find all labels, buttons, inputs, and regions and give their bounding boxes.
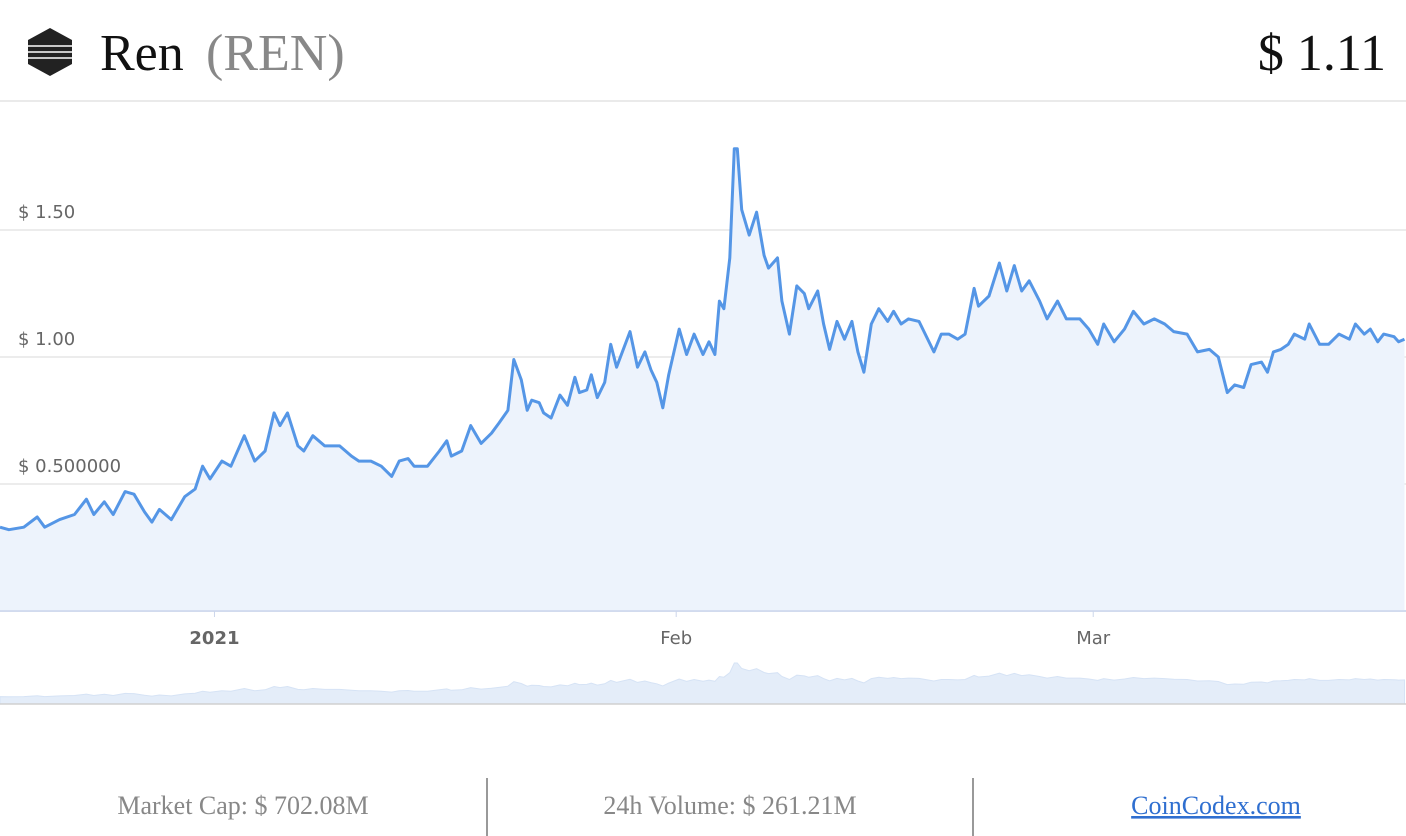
x-tick-label: 2021 [189,628,239,649]
logo [28,28,72,76]
price-line [0,147,1406,532]
volume: 24h Volume: $ 261.21M [603,791,856,820]
navigator-area [0,662,1405,705]
market-cap: Market Cap: $ 702.08M [117,791,368,820]
coin-price: $ 1.11 [1258,25,1386,82]
x-tick-label: Mar [1076,628,1111,649]
x-tick-label: Feb [660,628,692,649]
coin-name: Ren [100,25,184,82]
price-area [0,148,1405,611]
y-tick-label: $ 1.50 [18,202,75,223]
y-tick-label: $ 1.00 [18,329,75,350]
coin-symbol: (REN) [206,25,345,82]
coincodex-link[interactable]: CoinCodex.com [1131,791,1301,820]
y-tick-label: $ 0.500000 [18,456,121,477]
